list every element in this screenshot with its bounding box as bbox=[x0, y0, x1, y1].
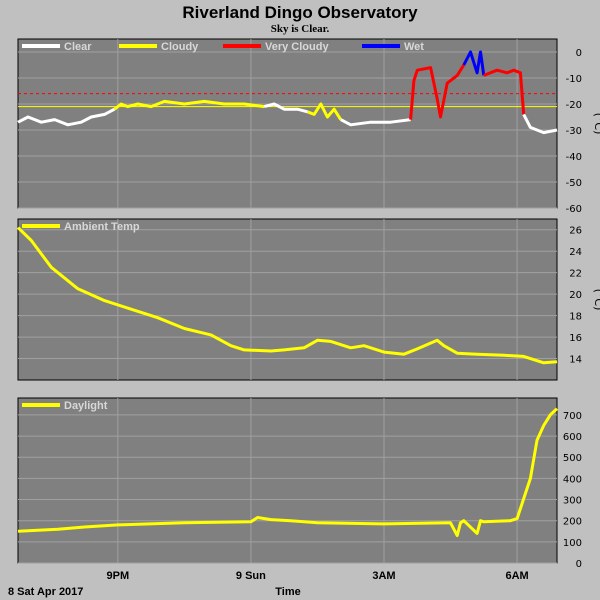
y-tick-label: 100 bbox=[563, 538, 582, 549]
ambient-temp-panel: 26 24 22 20 18 16 14 (°C) Ambient Temp bbox=[16, 218, 600, 381]
legend-label: Daylight bbox=[64, 400, 108, 412]
y-tick-label: 700 bbox=[563, 411, 582, 422]
series-segment-clear bbox=[17, 107, 116, 127]
y-tick-label: 26 bbox=[569, 226, 582, 237]
y-tick-label: -60 bbox=[566, 204, 582, 215]
series-segment-wet bbox=[462, 50, 486, 76]
x-tick-label: 6AM bbox=[505, 570, 528, 582]
legend-label: Clear bbox=[64, 41, 92, 53]
y-axis-unit: (°C) bbox=[592, 289, 600, 311]
legend-label: Cloudy bbox=[161, 41, 199, 53]
y-tick-label: 0 bbox=[576, 559, 582, 570]
y-tick-label: 300 bbox=[563, 496, 582, 507]
legend-label: Very Cloudy bbox=[265, 41, 329, 53]
x-tick-label: 9 Sun bbox=[236, 570, 266, 582]
series-segment-cloudy bbox=[306, 102, 342, 121]
y-tick-label: -50 bbox=[566, 178, 582, 189]
x-tick-label: 3AM bbox=[372, 570, 395, 582]
date-label: 8 Sat Apr 2017 bbox=[8, 586, 83, 598]
plot-area bbox=[17, 38, 558, 209]
y-tick-label: -10 bbox=[566, 74, 582, 85]
y-tick-label: -20 bbox=[566, 100, 582, 111]
y-tick-label: 500 bbox=[563, 453, 582, 464]
x-axis-label: Time bbox=[275, 586, 300, 598]
y-tick-label: 200 bbox=[563, 517, 582, 528]
y-tick-label: 20 bbox=[569, 290, 582, 301]
series-segment-clear bbox=[522, 113, 558, 135]
y-tick-label: 16 bbox=[569, 333, 582, 344]
chart-title: Riverland Dingo Observatory bbox=[182, 3, 418, 22]
y-tick-label: 400 bbox=[563, 474, 582, 485]
y-tick-label: 22 bbox=[569, 269, 582, 280]
y-tick-label: -30 bbox=[566, 126, 582, 137]
series-line bbox=[17, 407, 559, 537]
series-segment-very-cloudy bbox=[409, 64, 466, 120]
y-tick-label: 600 bbox=[563, 432, 582, 443]
y-tick-label: 14 bbox=[569, 355, 582, 366]
x-tick-label: 9PM bbox=[107, 570, 130, 582]
legend-label: Ambient Temp bbox=[64, 221, 140, 233]
y-tick-label: 24 bbox=[569, 247, 582, 258]
series-segment-very-cloudy bbox=[483, 68, 526, 115]
daylight-panel: 700 600 500 400 300 200 100 0 9PM 9 Sun 3AM 6AM Dayl… bbox=[17, 397, 582, 582]
sky-temp-panel: 0 -10 -20 -30 -40 -50 -60 (°C) Clear Cloudy Very C… bbox=[17, 38, 600, 215]
series-segment-clear bbox=[340, 118, 411, 127]
series-segment-clear bbox=[263, 102, 308, 114]
y-tick-label: -40 bbox=[566, 152, 582, 163]
y-axis-unit: (°C) bbox=[592, 113, 600, 135]
legend-label: Wet bbox=[404, 41, 424, 53]
y-tick-label: 0 bbox=[576, 48, 582, 59]
series-segment-cloudy bbox=[113, 99, 265, 111]
plot-area bbox=[17, 397, 558, 564]
chart-subtitle: Sky is Clear. bbox=[271, 23, 330, 35]
y-tick-label: 18 bbox=[569, 312, 582, 323]
series-line bbox=[16, 226, 558, 365]
